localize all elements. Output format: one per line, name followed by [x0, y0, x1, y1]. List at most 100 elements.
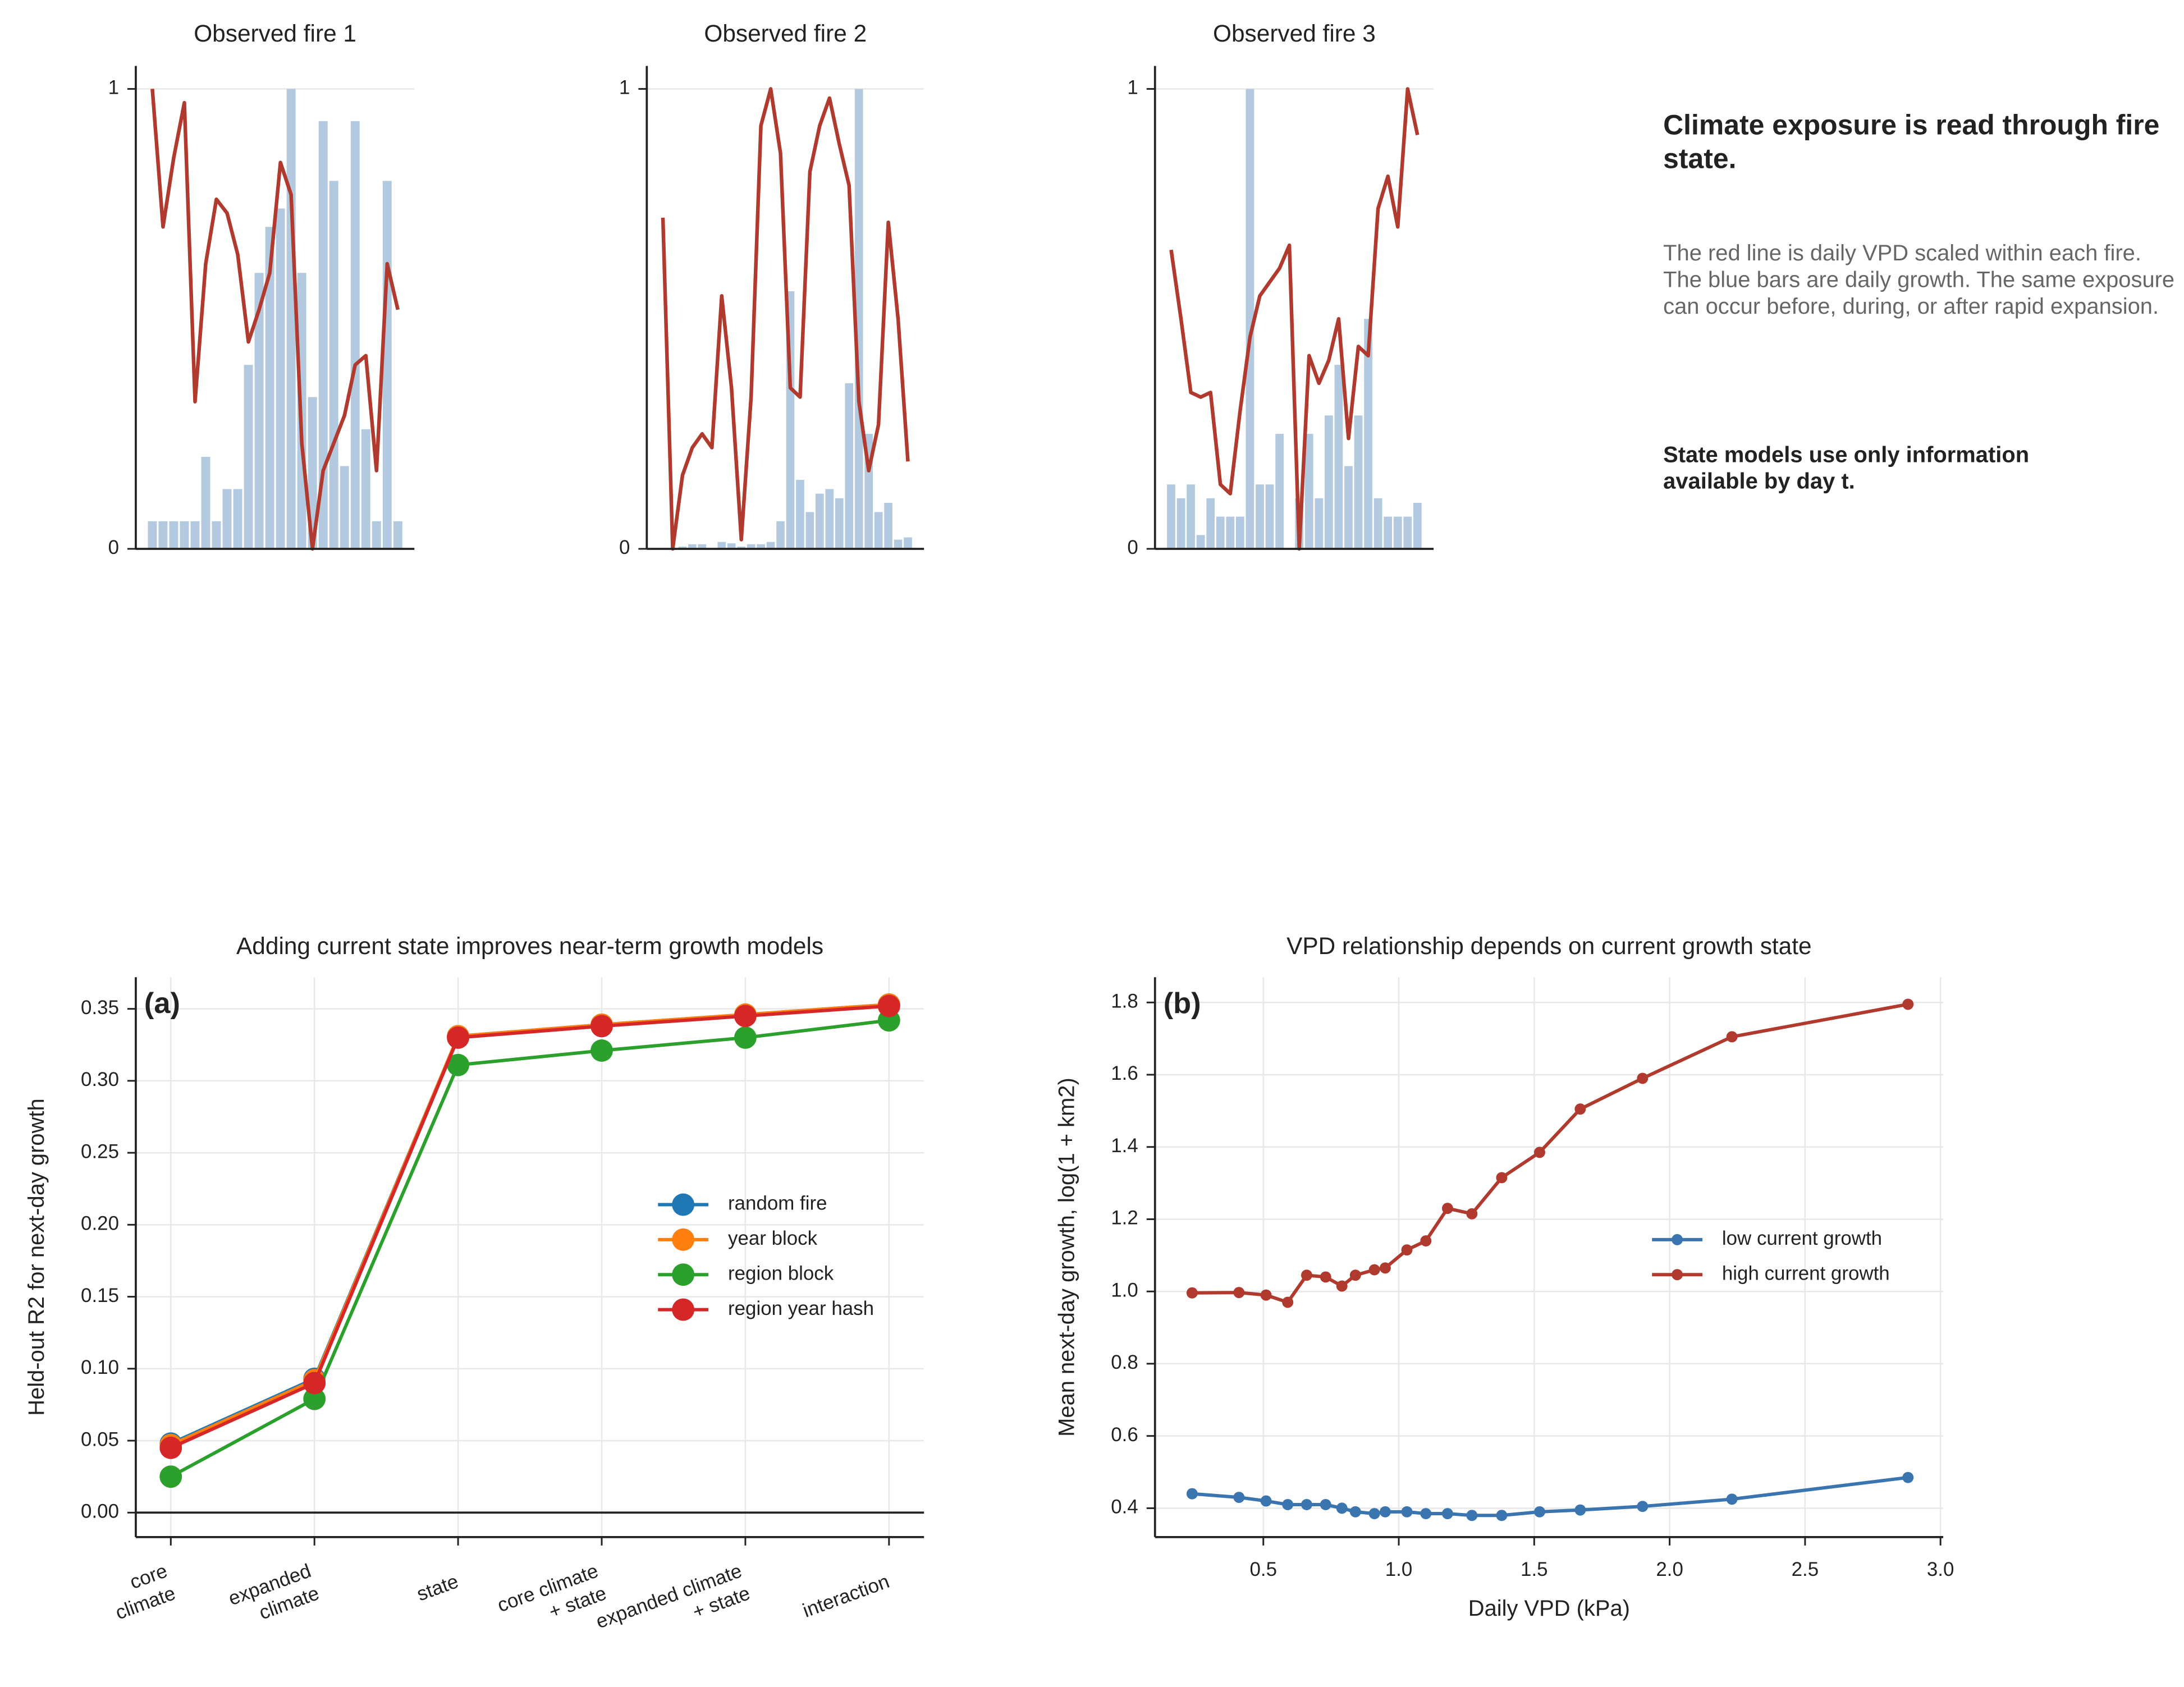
bar — [1187, 484, 1195, 549]
y-tick-label: 0 — [619, 537, 630, 558]
point — [1368, 1508, 1380, 1520]
x-tick-label: 1.0 — [1385, 1558, 1413, 1580]
y-tick-label: 0 — [1127, 537, 1138, 558]
point — [1726, 1031, 1738, 1043]
point — [1260, 1495, 1272, 1507]
point — [1301, 1498, 1312, 1510]
y-axis-label: Mean next-day growth, log(1 + km2) — [1055, 1078, 1079, 1437]
bar — [382, 181, 392, 549]
bar — [766, 542, 775, 549]
point — [1401, 1506, 1413, 1518]
point — [1282, 1296, 1294, 1308]
legend-marker — [1672, 1269, 1683, 1281]
point — [1574, 1504, 1586, 1516]
point — [1533, 1506, 1545, 1518]
bar — [148, 521, 157, 549]
y-tick-label: 1.4 — [1111, 1135, 1138, 1157]
bar — [776, 521, 785, 549]
point — [1420, 1235, 1432, 1247]
legend-marker — [672, 1263, 695, 1286]
point — [734, 1005, 757, 1028]
point — [1233, 1492, 1245, 1503]
bar — [212, 521, 221, 549]
bar — [894, 539, 903, 549]
bar — [1384, 516, 1393, 549]
legend-marker — [1672, 1234, 1683, 1245]
x-tick-label: state — [414, 1570, 461, 1606]
legend-label: year block — [728, 1227, 818, 1249]
bar — [874, 512, 883, 549]
note-body-box: The red line is daily VPD scaled within … — [1663, 242, 2174, 319]
bar — [1265, 484, 1274, 549]
panel-label: (a) — [144, 987, 180, 1020]
chart-title: Observed fire 1 — [194, 20, 356, 47]
point — [1301, 1269, 1312, 1281]
legend-marker — [672, 1193, 695, 1216]
line — [1192, 1002, 1908, 1304]
bar — [361, 429, 370, 549]
point — [1349, 1269, 1361, 1281]
y-tick-label: 0.20 — [81, 1213, 119, 1235]
x-tick-label: core climate+ state — [495, 1560, 610, 1639]
y-tick-label: 0.30 — [81, 1069, 119, 1090]
y-axis-label: Held-out R2 for next-day growth — [24, 1098, 49, 1415]
bar — [835, 498, 844, 549]
point — [1233, 1287, 1245, 1299]
y-tick-label: 0.10 — [81, 1356, 119, 1378]
x-tick-label: 1.5 — [1521, 1558, 1548, 1580]
bar — [1256, 484, 1264, 549]
point — [1368, 1264, 1380, 1276]
bar — [737, 546, 746, 549]
point — [877, 994, 900, 1017]
point — [1379, 1506, 1391, 1518]
point — [1260, 1289, 1272, 1301]
point — [1379, 1262, 1391, 1274]
bar — [747, 544, 756, 549]
bar — [698, 544, 707, 549]
bar — [1413, 503, 1422, 549]
y-tick-label: 1.8 — [1111, 990, 1138, 1012]
point — [1902, 998, 1914, 1010]
x-tick-label: 0.5 — [1249, 1558, 1277, 1580]
bar — [1235, 516, 1244, 549]
y-tick-label: 1 — [619, 77, 630, 99]
bar — [884, 503, 892, 549]
y-tick-label: 1.2 — [1111, 1207, 1138, 1229]
x-tick-label: expandedclimate — [226, 1560, 322, 1632]
y-tick-label: 1 — [1127, 77, 1138, 99]
legend-label: low current growth — [1722, 1227, 1882, 1249]
bar — [350, 121, 360, 549]
bar — [1216, 516, 1225, 549]
bar — [158, 521, 168, 549]
line — [170, 1019, 890, 1478]
point — [1441, 1203, 1453, 1214]
point — [1349, 1506, 1361, 1518]
legend-label: random fire — [728, 1193, 827, 1214]
point — [303, 1372, 326, 1395]
point — [1574, 1103, 1586, 1115]
bar — [1275, 434, 1284, 549]
point — [1336, 1502, 1348, 1514]
point — [1401, 1244, 1413, 1256]
bar — [1373, 498, 1382, 549]
bar — [318, 121, 328, 549]
bar — [757, 544, 765, 549]
bar — [190, 521, 200, 549]
legend-label: region block — [728, 1262, 834, 1284]
x-tick-label: interaction — [800, 1570, 892, 1622]
point — [1726, 1493, 1738, 1505]
point — [1533, 1147, 1545, 1158]
bar — [201, 457, 210, 549]
line — [150, 89, 400, 551]
bar — [1196, 535, 1205, 549]
line — [170, 1004, 890, 1450]
bar — [1403, 516, 1412, 549]
bar — [1226, 516, 1235, 549]
bar — [372, 521, 381, 549]
bar — [854, 89, 863, 549]
point — [1320, 1498, 1331, 1510]
bar — [286, 89, 296, 549]
bar — [825, 489, 834, 549]
bar — [244, 365, 253, 549]
